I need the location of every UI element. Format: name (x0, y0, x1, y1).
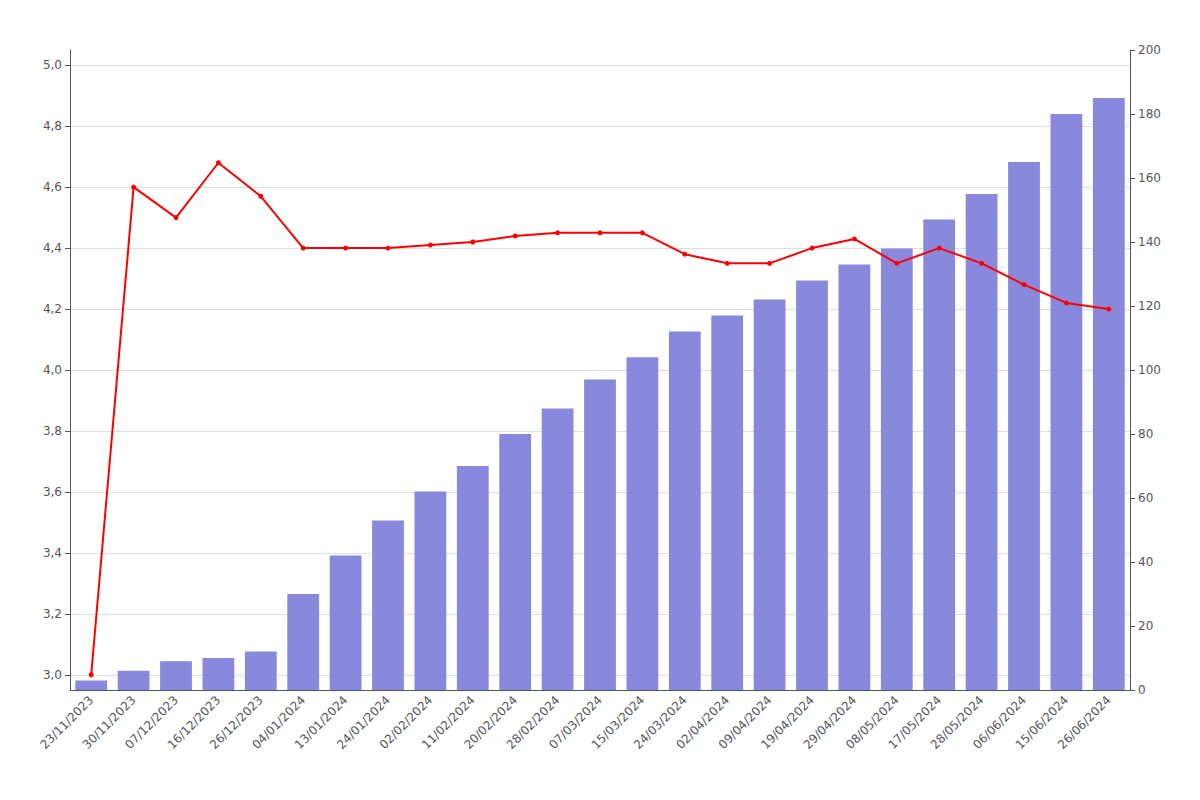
svg-text:24/03/2024: 24/03/2024 (631, 693, 690, 752)
svg-text:09/04/2024: 09/04/2024 (715, 693, 775, 752)
svg-text:3,0: 3,0 (43, 668, 62, 682)
svg-text:11/02/2024: 11/02/2024 (419, 693, 478, 752)
svg-text:15/03/2024: 15/03/2024 (588, 693, 648, 752)
svg-text:80: 80 (1138, 427, 1153, 441)
svg-text:13/01/2024: 13/01/2024 (291, 693, 351, 752)
svg-text:17/05/2024: 17/05/2024 (885, 693, 945, 752)
svg-text:200: 200 (1138, 43, 1161, 57)
svg-text:28/02/2024: 28/02/2024 (503, 693, 563, 752)
svg-text:40: 40 (1138, 555, 1153, 569)
svg-text:180: 180 (1138, 107, 1161, 121)
svg-text:3,4: 3,4 (43, 546, 62, 560)
svg-text:4,4: 4,4 (43, 241, 62, 255)
svg-text:3,8: 3,8 (43, 424, 62, 438)
svg-text:24/01/2024: 24/01/2024 (334, 693, 393, 752)
svg-text:120: 120 (1138, 299, 1161, 313)
svg-text:26/12/2023: 26/12/2023 (207, 693, 266, 752)
svg-text:4,2: 4,2 (43, 302, 62, 316)
svg-text:16/12/2023: 16/12/2023 (164, 693, 224, 752)
svg-text:02/02/2024: 02/02/2024 (376, 693, 436, 752)
svg-text:08/05/2024: 08/05/2024 (843, 693, 902, 752)
svg-text:4,8: 4,8 (43, 119, 62, 133)
svg-text:26/06/2024: 26/06/2024 (1055, 693, 1114, 752)
svg-text:0: 0 (1138, 683, 1146, 697)
svg-text:3,2: 3,2 (43, 607, 62, 621)
svg-text:4,0: 4,0 (43, 363, 62, 377)
svg-text:160: 160 (1138, 171, 1161, 185)
svg-text:100: 100 (1138, 363, 1161, 377)
svg-text:30/11/2023: 30/11/2023 (79, 693, 139, 752)
svg-text:20: 20 (1138, 619, 1153, 633)
svg-text:28/05/2024: 28/05/2024 (927, 693, 987, 752)
svg-text:02/04/2024: 02/04/2024 (673, 693, 733, 752)
svg-text:29/04/2024: 29/04/2024 (800, 693, 860, 752)
svg-text:20/02/2024: 20/02/2024 (461, 693, 521, 752)
svg-text:60: 60 (1138, 491, 1153, 505)
svg-text:4,6: 4,6 (43, 180, 62, 194)
svg-text:15/06/2024: 15/06/2024 (1012, 693, 1072, 752)
svg-text:07/12/2023: 07/12/2023 (122, 693, 181, 752)
svg-text:5,0: 5,0 (43, 58, 62, 72)
svg-text:19/04/2024: 19/04/2024 (758, 693, 817, 752)
svg-text:23/11/2023: 23/11/2023 (37, 693, 97, 752)
svg-text:04/01/2024: 04/01/2024 (249, 693, 309, 752)
svg-text:06/06/2024: 06/06/2024 (970, 693, 1029, 752)
svg-text:140: 140 (1138, 235, 1161, 249)
svg-text:3,6: 3,6 (43, 485, 62, 499)
svg-text:07/03/2024: 07/03/2024 (546, 693, 605, 752)
